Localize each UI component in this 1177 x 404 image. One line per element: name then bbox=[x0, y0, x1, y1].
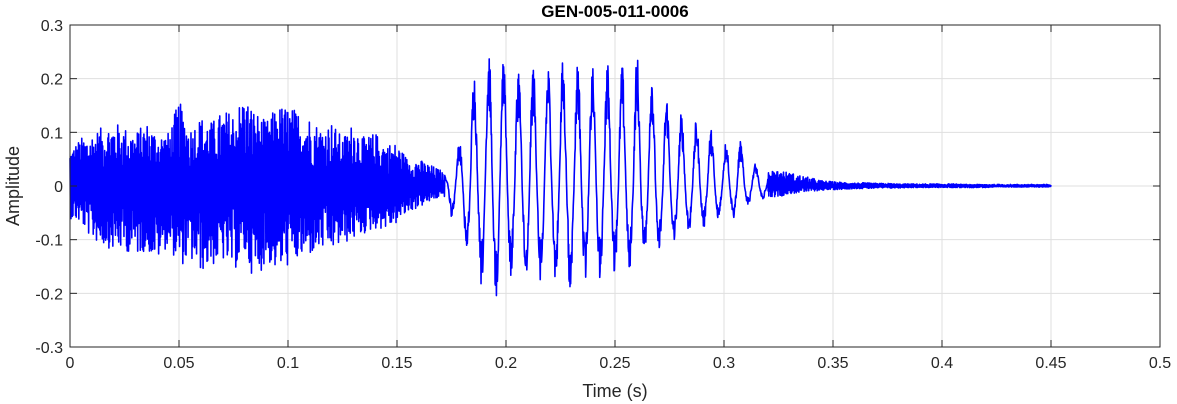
y-tick-label: -0.3 bbox=[35, 340, 63, 357]
y-tick-label: 0.3 bbox=[41, 18, 63, 35]
x-tick-label: 0.3 bbox=[713, 355, 735, 372]
y-tick-label: -0.1 bbox=[35, 233, 63, 250]
y-tick-label: 0 bbox=[54, 179, 63, 196]
x-axis-label: Time (s) bbox=[582, 381, 647, 401]
x-tick-label: 0.2 bbox=[495, 355, 517, 372]
signal-waveform bbox=[69, 58, 1052, 297]
x-tick-label: 0.25 bbox=[599, 355, 630, 372]
x-axis-ticks: 0 0.05 0.1 0.15 0.2 0.25 0.3 0.35 0.4 0.45 0.5 bbox=[66, 25, 1171, 372]
waveform-line bbox=[69, 58, 1052, 297]
y-axis-label: Amplitude bbox=[3, 146, 23, 226]
x-tick-label: 0 bbox=[66, 355, 75, 372]
y-tick-label: -0.2 bbox=[35, 286, 63, 303]
y-tick-label: 0.1 bbox=[41, 125, 63, 142]
y-tick-label: 0.2 bbox=[41, 72, 63, 89]
x-tick-label: 0.35 bbox=[817, 355, 848, 372]
x-tick-label: 0.1 bbox=[277, 355, 299, 372]
x-tick-label: 0.4 bbox=[931, 355, 953, 372]
chart-title: GEN-005-011-0006 bbox=[541, 2, 688, 21]
x-tick-label: 0.15 bbox=[381, 355, 412, 372]
y-axis-ticks: -0.3 -0.2 -0.1 0 0.1 0.2 0.3 bbox=[35, 18, 1160, 357]
x-tick-label: 0.45 bbox=[1035, 355, 1066, 372]
x-tick-label: 0.05 bbox=[163, 355, 194, 372]
x-tick-label: 0.5 bbox=[1149, 355, 1171, 372]
